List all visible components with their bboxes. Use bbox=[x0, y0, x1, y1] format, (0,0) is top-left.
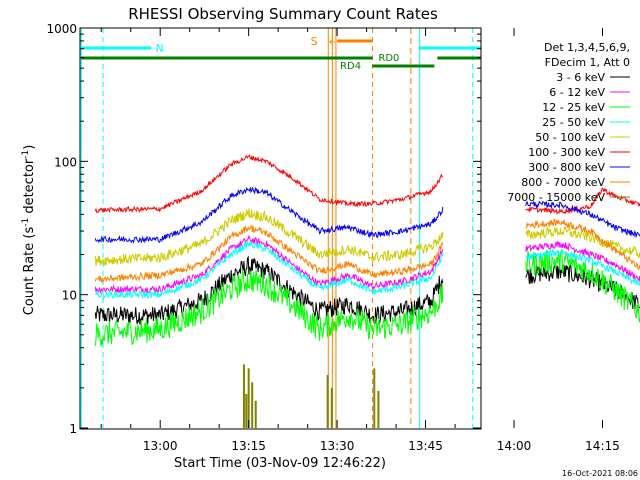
legend-label: 3 - 6 keV bbox=[556, 71, 605, 84]
series-line-6-12keV bbox=[525, 240, 640, 283]
plot-frame bbox=[79, 27, 482, 430]
x-tick-label: 14:00 bbox=[497, 439, 532, 453]
legend-label: 7000 - 15000 keV bbox=[507, 191, 605, 204]
y-tick-label: 100 bbox=[54, 155, 77, 169]
legend-label: 6 - 12 keV bbox=[549, 86, 605, 99]
series-line-25-50keV bbox=[525, 248, 640, 286]
series-line-6-12keV bbox=[94, 234, 444, 294]
interval-markers bbox=[80, 28, 474, 428]
series-line-50-100keV bbox=[94, 208, 444, 266]
series-line-50-100keV bbox=[525, 226, 640, 259]
legend-label: 300 - 800 keV bbox=[528, 161, 605, 174]
rd0-flag-label: RD0 bbox=[378, 53, 399, 64]
series-line-12-25keV bbox=[525, 249, 640, 323]
x-axis-label: Start Time (03-Nov-09 12:46:22) bbox=[174, 456, 386, 471]
series-line-300-800keV bbox=[525, 200, 640, 238]
series-line-3-6keV bbox=[94, 255, 444, 325]
legend-label: 50 - 100 keV bbox=[535, 131, 605, 144]
x-tick-label: 13:45 bbox=[408, 439, 443, 453]
y-tick-label: 1 bbox=[69, 422, 77, 436]
night-flag-label: N bbox=[155, 42, 163, 55]
x-axis-ticks: 13:00 13:15 13:30 13:45 14:00 14:15 bbox=[100, 28, 620, 453]
series-line-100-300keV bbox=[94, 154, 444, 214]
legend-header-line-2: FDecim 1, Att 0 bbox=[545, 56, 630, 69]
series-line-25-50keV bbox=[95, 240, 444, 300]
y-tick-label: 10 bbox=[62, 289, 77, 303]
legend-label: 100 - 300 keV bbox=[528, 146, 605, 159]
generation-timestamp: 16-Oct-2021 08:06 bbox=[562, 469, 638, 478]
x-tick-label: 13:15 bbox=[231, 439, 266, 453]
x-tick-label: 14:15 bbox=[585, 439, 620, 453]
series-line-800-7000keV bbox=[525, 218, 640, 271]
legend: Det 1,3,4,5,6,9, FDecim 1, Att 0 3 - 6 k… bbox=[507, 41, 630, 204]
legend-label: 25 - 50 keV bbox=[542, 116, 605, 129]
y-axis-ticks: 1 10 100 1000 bbox=[46, 22, 481, 436]
rd4-flag-label: RD4 bbox=[340, 61, 361, 72]
x-tick-label: 13:30 bbox=[320, 439, 355, 453]
y-tick-label: 1000 bbox=[46, 22, 77, 36]
chart-title: RHESSI Observing Summary Count Rates bbox=[128, 5, 438, 23]
status-flags: N S ← RD0 RD4 bbox=[81, 35, 481, 72]
saa-flag-label: S bbox=[311, 35, 318, 48]
data-series bbox=[94, 154, 640, 347]
saa-arrow-glyph: ← bbox=[329, 37, 337, 48]
legend-entries: 3 - 6 keV 6 - 12 keV 12 - 25 keV 25 - 50 ke… bbox=[507, 71, 630, 204]
legend-label: 800 - 7000 keV bbox=[521, 176, 605, 189]
x-tick-label: 13:00 bbox=[143, 439, 178, 453]
series-line-800-7000keV bbox=[94, 225, 444, 284]
series-line-100-300keV bbox=[525, 187, 640, 215]
series-line-300-800keV bbox=[94, 186, 444, 244]
legend-header-line-1: Det 1,3,4,5,6,9, bbox=[544, 41, 630, 54]
y-axis-label: Count Rate (s-1 detector-1) bbox=[21, 145, 37, 316]
legend-label: 12 - 25 keV bbox=[542, 101, 605, 114]
series-line-12-25keV bbox=[94, 269, 444, 347]
attenuator-bars bbox=[242, 364, 380, 428]
